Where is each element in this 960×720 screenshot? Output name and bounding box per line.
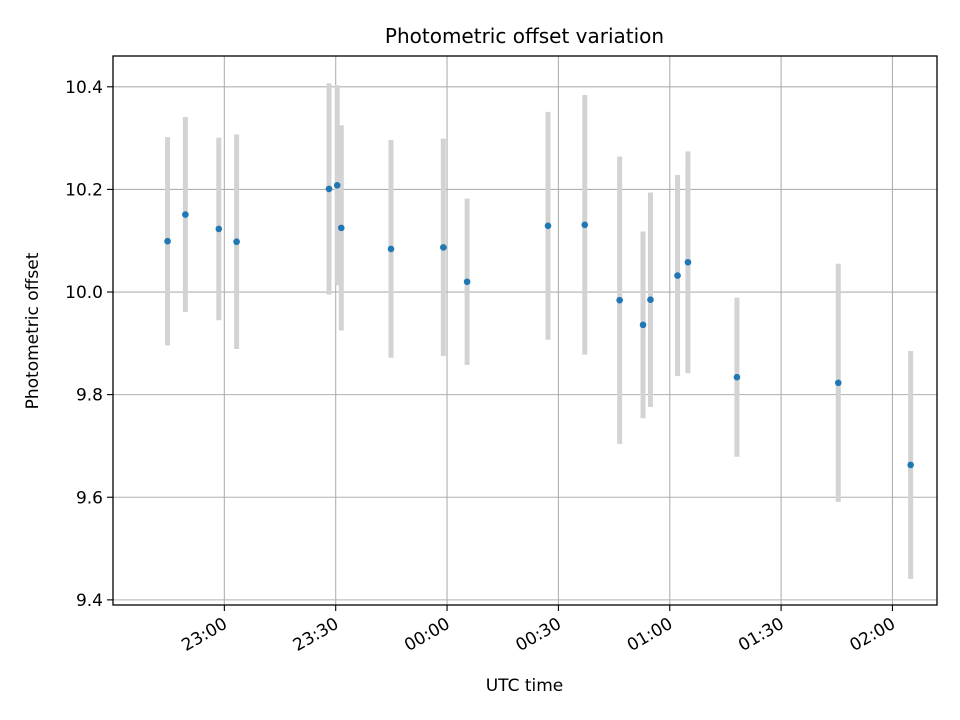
y-tick-label: 10.4 bbox=[65, 78, 103, 98]
data-point bbox=[463, 278, 471, 286]
data-point bbox=[674, 272, 681, 279]
data-point bbox=[387, 245, 395, 253]
y-tick-label: 9.4 bbox=[76, 591, 103, 611]
chart-title: Photometric offset variation bbox=[385, 24, 664, 48]
data-point bbox=[834, 379, 842, 387]
y-tick-label: 9.6 bbox=[76, 488, 103, 508]
data-point bbox=[733, 373, 741, 381]
data-point bbox=[544, 222, 552, 230]
data-point bbox=[647, 296, 654, 304]
data-point bbox=[233, 238, 240, 246]
data-point bbox=[440, 244, 447, 251]
data-point bbox=[325, 185, 333, 193]
data-point bbox=[333, 181, 341, 189]
data-point bbox=[907, 461, 914, 469]
data-point bbox=[684, 258, 692, 266]
data-point bbox=[182, 211, 189, 218]
plot-frame bbox=[112, 55, 938, 606]
y-axis-ticks: 9.4 9.6 9.8 10.0 10.2 10.4 bbox=[65, 78, 113, 611]
data-point bbox=[581, 221, 589, 229]
data-point bbox=[164, 237, 171, 245]
data-point bbox=[616, 296, 623, 304]
x-axis-title: UTC time bbox=[486, 676, 564, 696]
data-point bbox=[215, 225, 223, 233]
y-tick-label: 9.8 bbox=[76, 386, 103, 406]
y-tick-label: 10.0 bbox=[65, 283, 103, 303]
y-tick-label: 10.2 bbox=[65, 180, 103, 200]
data-point bbox=[337, 224, 345, 232]
data-points bbox=[164, 181, 914, 469]
data-point bbox=[639, 321, 647, 329]
y-axis-title: Photometric offset bbox=[23, 252, 43, 409]
grid bbox=[113, 56, 937, 605]
